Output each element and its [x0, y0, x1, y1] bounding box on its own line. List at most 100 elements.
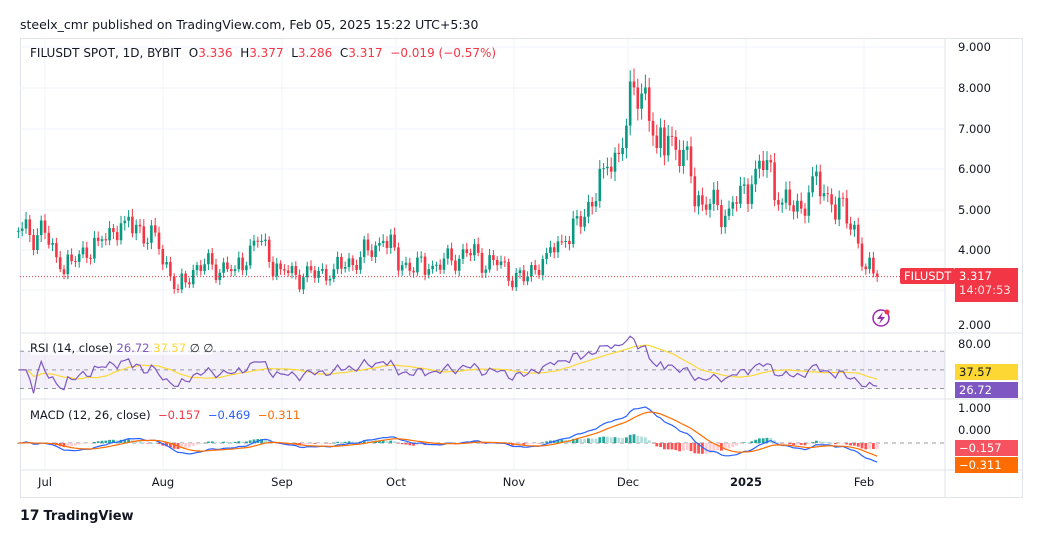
candle-body — [541, 259, 545, 276]
macd-histogram-bar — [134, 440, 138, 443]
candle-body — [423, 256, 427, 275]
macd-histogram-bar — [313, 443, 317, 444]
macd-histogram-bar — [389, 440, 393, 443]
candle-body — [404, 262, 408, 266]
macd-histogram-bar — [613, 437, 617, 443]
macd-histogram-bar — [818, 441, 822, 443]
candle-body — [834, 204, 837, 220]
candle-body — [856, 224, 860, 244]
candle-body — [594, 201, 598, 207]
macd-histogram-bar — [351, 441, 355, 443]
macd-histogram-bar — [701, 443, 704, 454]
macd-histogram-bar — [203, 442, 206, 444]
candle-body — [108, 228, 111, 241]
macd-histogram-bar — [112, 439, 115, 443]
macd-signal-value: −0.311 — [257, 408, 301, 422]
candle-body — [150, 225, 153, 243]
candle-body — [332, 269, 336, 279]
macd-histogram-bar — [108, 439, 111, 443]
candle-body — [704, 204, 708, 210]
lightning-icon — [872, 309, 890, 327]
candle-body — [176, 288, 180, 290]
rsi-tag: 26.72 — [955, 382, 1018, 398]
macd-histogram-bar — [165, 443, 168, 447]
macd-histogram-bar — [62, 443, 66, 448]
candle-body — [370, 250, 374, 257]
candle-body — [207, 253, 210, 265]
candle-body — [518, 270, 522, 273]
candle-body — [492, 255, 495, 260]
candle-body — [169, 262, 172, 277]
candle-body — [317, 270, 320, 278]
macd-title: MACD (12, 26, close) — [30, 408, 151, 422]
macd-histogram-bar — [758, 438, 761, 443]
candle-body — [298, 274, 301, 290]
macd-histogram-bar — [252, 439, 256, 443]
macd-histogram-bar — [169, 443, 172, 448]
macd-histogram-bar — [834, 443, 837, 445]
time-tick: Nov — [502, 475, 526, 489]
macd-histogram-bar — [214, 442, 218, 443]
macd-histogram-bar — [404, 443, 408, 445]
macd-histogram-bar — [526, 443, 529, 445]
candle-body — [735, 202, 738, 204]
rsi-title: RSI (14, close) — [30, 341, 113, 355]
candle-body — [837, 197, 841, 220]
macd-histogram-bar — [704, 443, 708, 454]
candle-body — [32, 235, 35, 250]
macd-histogram-bar — [545, 441, 548, 443]
macd-hist-value: −0.157 — [157, 408, 201, 422]
candle-body — [708, 203, 712, 210]
last-price: 3.317 — [959, 269, 992, 283]
macd-histogram-bar — [571, 438, 575, 443]
candle-body — [754, 168, 757, 185]
time-tick: Dec — [616, 475, 640, 489]
candle-body — [112, 228, 115, 233]
macd-histogram-bar — [207, 441, 210, 443]
candle-body — [96, 237, 100, 241]
candle-body — [457, 258, 461, 271]
candle-body — [632, 81, 636, 88]
candle-body — [328, 278, 332, 281]
macd-histogram-bar — [807, 443, 811, 444]
macd-histogram-bar — [697, 443, 700, 454]
candle-body — [397, 247, 400, 271]
candle-body — [750, 184, 754, 204]
candle-body — [727, 208, 731, 216]
candle-body — [340, 256, 343, 269]
candle-body — [85, 247, 89, 258]
price-tick: 5.000 — [958, 203, 991, 217]
candle-body — [286, 270, 290, 274]
macd-histogram-bar — [305, 443, 309, 445]
candle-body — [526, 276, 529, 282]
candle-body — [818, 171, 822, 197]
publisher-line: steelx_cmr published on TradingView.com,… — [20, 17, 479, 32]
tradingview-logo[interactable]: 𝟭𝟳 TradingView — [20, 508, 134, 524]
chart-frame[interactable] — [20, 38, 1023, 498]
macd-histogram-bar — [275, 443, 279, 444]
candle-body — [853, 224, 856, 230]
macd-histogram-bar — [621, 437, 624, 443]
macd-histogram-bar — [157, 443, 161, 445]
candle-body — [564, 240, 567, 242]
macd-histogram-bar — [172, 443, 176, 449]
candle-body — [739, 185, 742, 204]
candle-body — [841, 197, 845, 199]
candle-body — [229, 269, 233, 272]
candle-body — [830, 194, 833, 205]
candle-body — [872, 257, 875, 274]
macd-histogram-bar — [146, 443, 149, 444]
candle-body — [613, 152, 617, 172]
macd-histogram-bar — [233, 441, 237, 443]
macd-histogram-bar — [678, 443, 681, 452]
time-tick: 2025 — [729, 475, 763, 489]
candle-body — [571, 218, 575, 245]
candle-body — [590, 202, 594, 207]
macd-histogram-bar — [533, 443, 537, 444]
macd-histogram-bar — [195, 443, 199, 445]
macd-histogram-bar — [651, 443, 655, 444]
brand-name: TradingView — [43, 508, 134, 524]
candle-body — [218, 272, 222, 281]
candle-body — [412, 270, 415, 273]
